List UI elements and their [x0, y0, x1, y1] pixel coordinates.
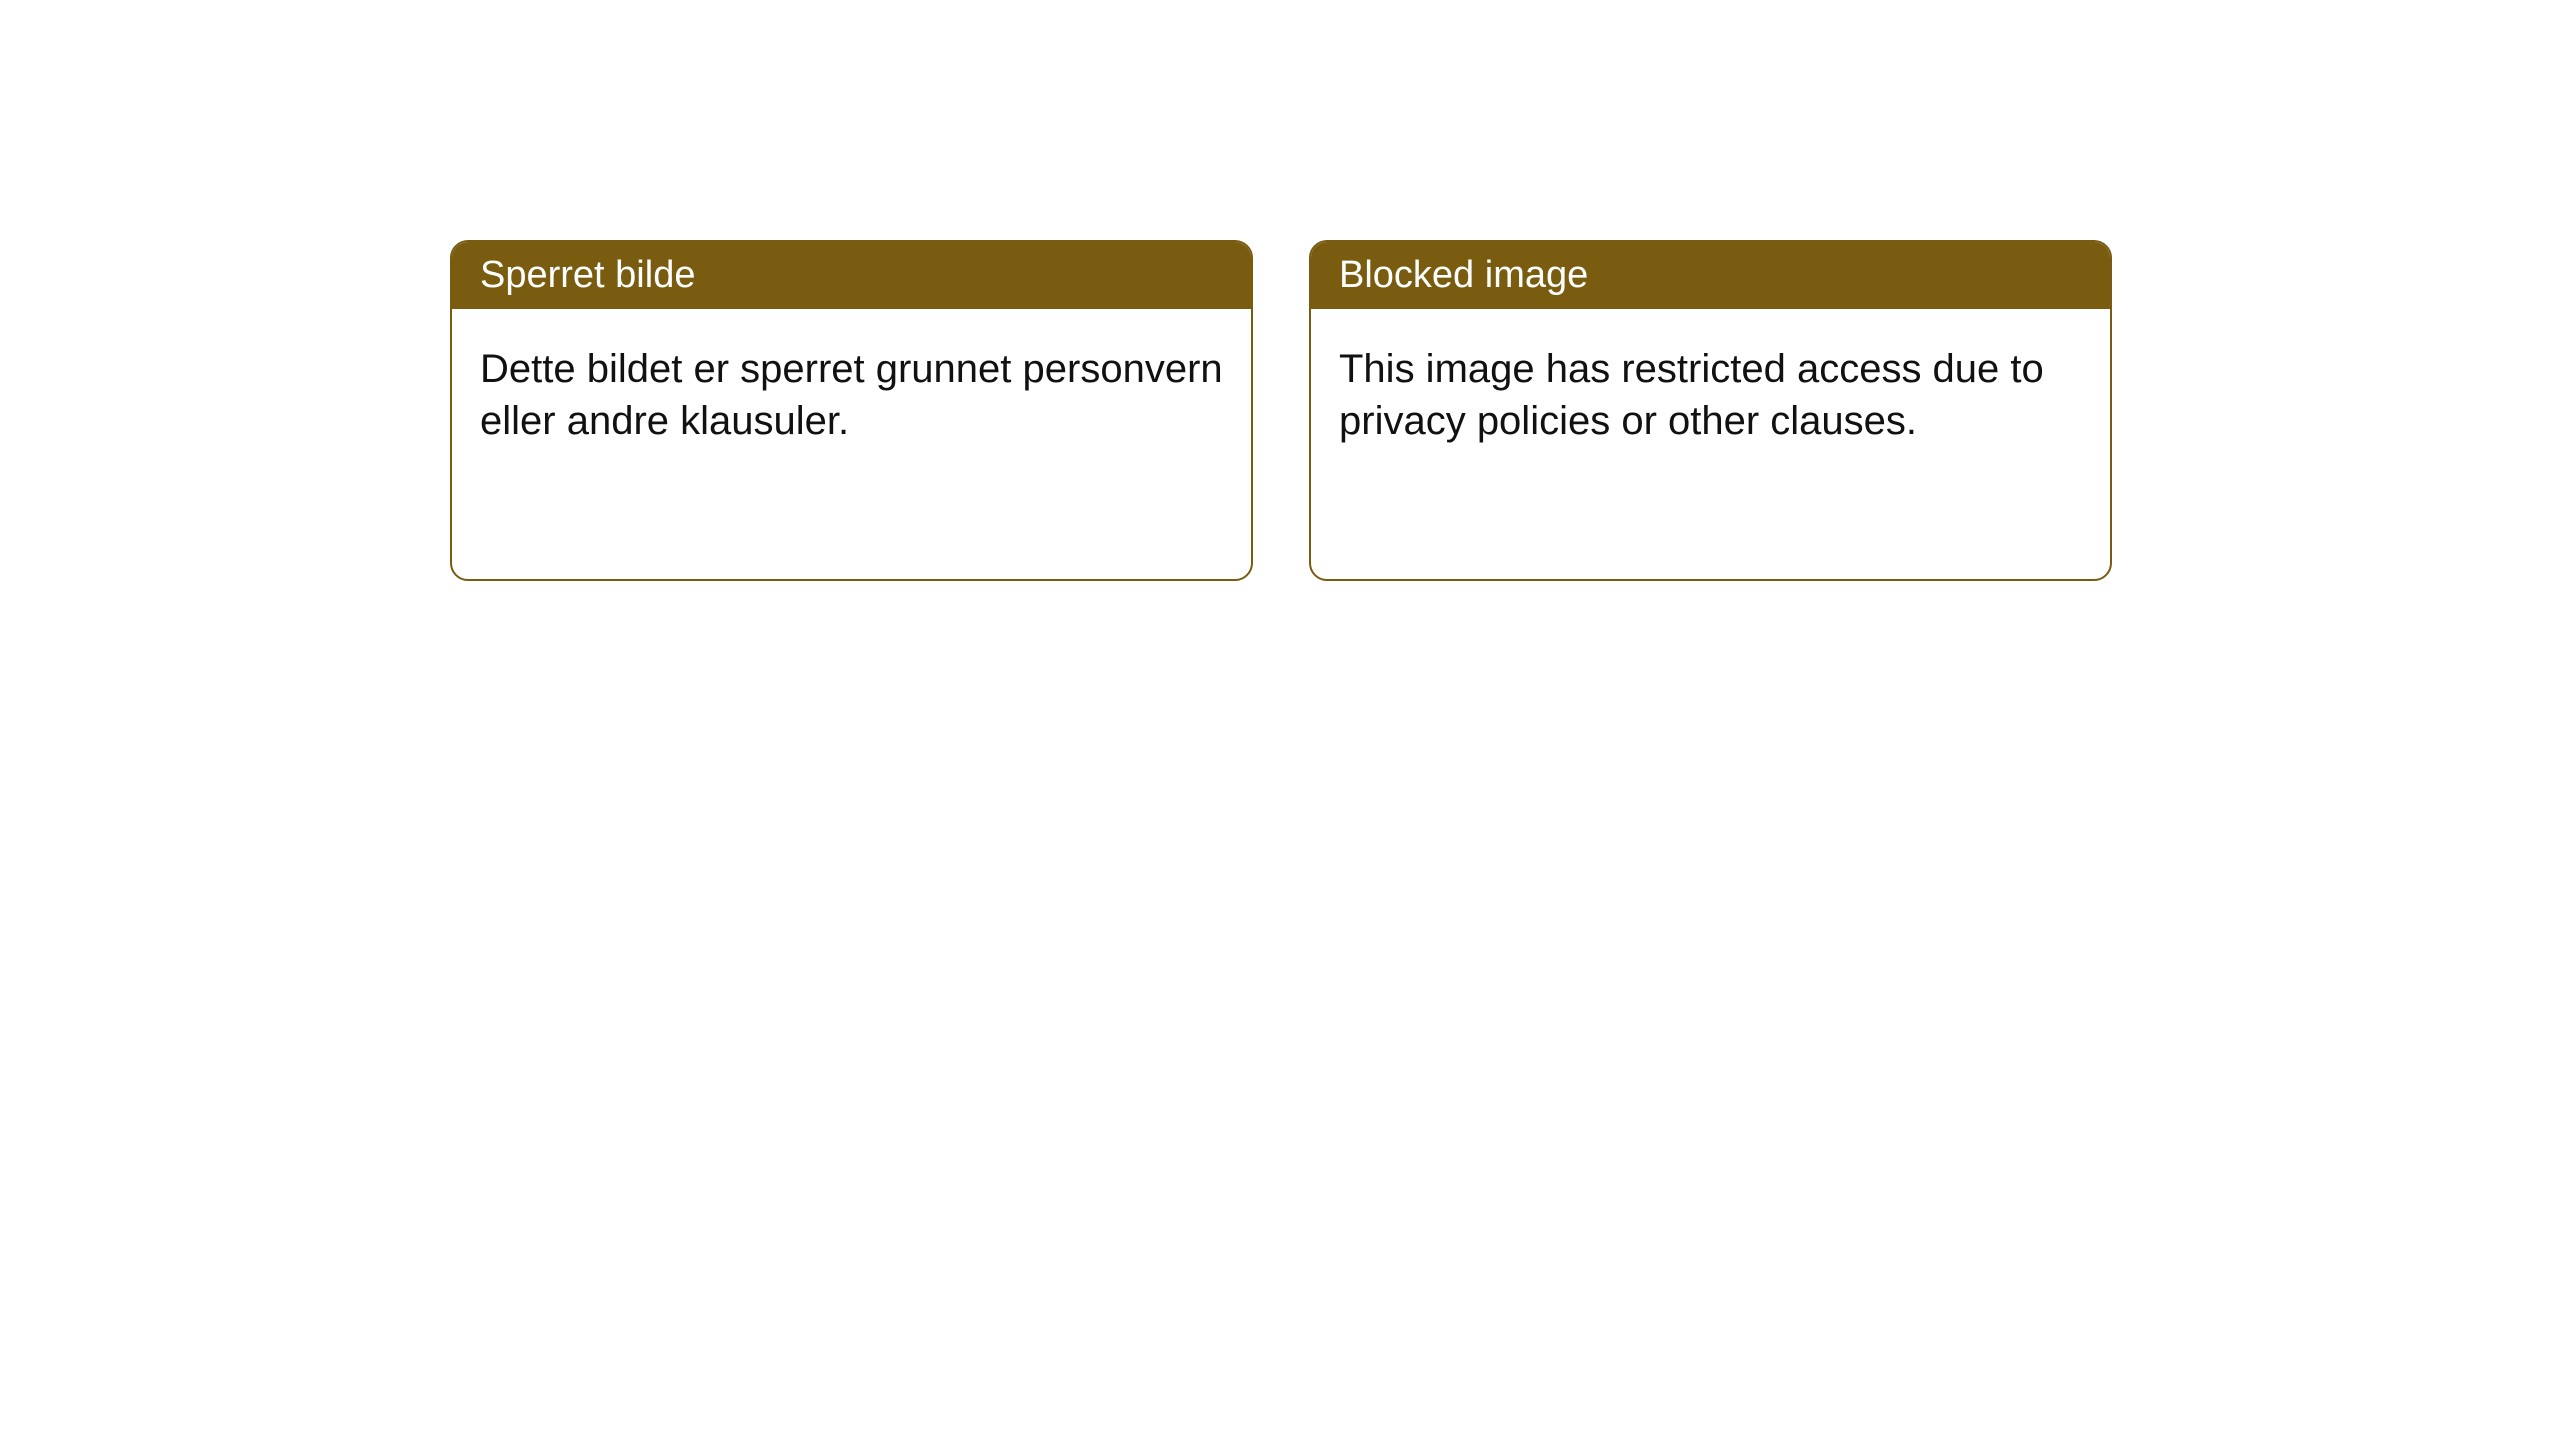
card-body: Dette bildet er sperret grunnet personve… [452, 309, 1251, 579]
card-title: Blocked image [1339, 254, 1588, 296]
card-body: This image has restricted access due to … [1311, 309, 2110, 579]
notice-card-norwegian: Sperret bilde Dette bildet er sperret gr… [450, 240, 1253, 581]
blocked-image-notices: Sperret bilde Dette bildet er sperret gr… [450, 240, 2112, 581]
card-header: Blocked image [1311, 242, 2110, 309]
card-message: Dette bildet er sperret grunnet personve… [480, 343, 1223, 447]
card-message: This image has restricted access due to … [1339, 343, 2082, 447]
card-title: Sperret bilde [480, 254, 695, 296]
notice-card-english: Blocked image This image has restricted … [1309, 240, 2112, 581]
card-header: Sperret bilde [452, 242, 1251, 309]
